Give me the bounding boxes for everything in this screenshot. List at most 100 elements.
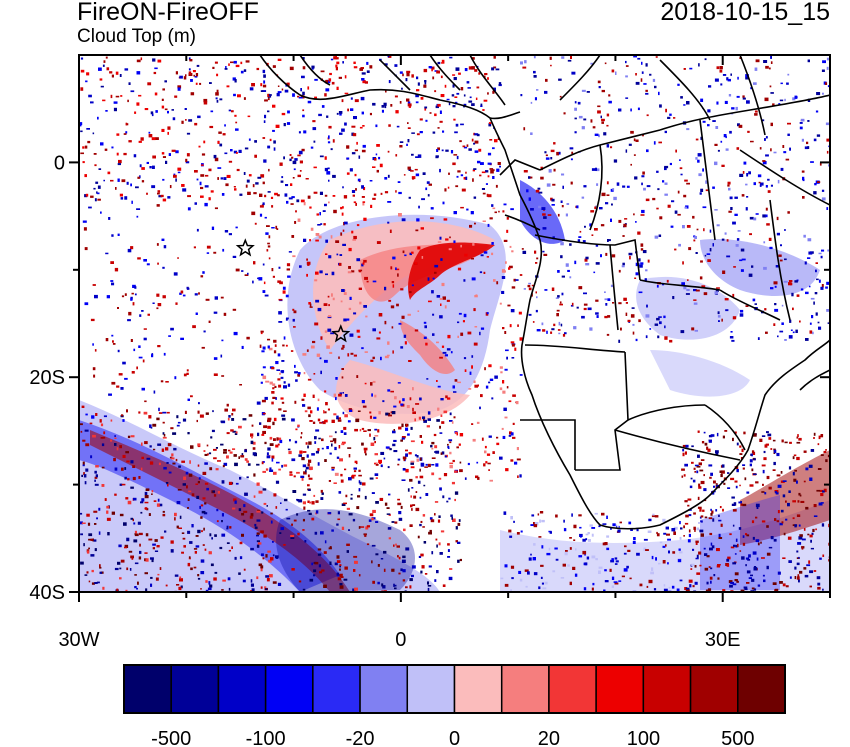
speckle [803,480,806,483]
speckle [362,202,365,206]
speckle [764,308,767,311]
speckle [221,520,223,523]
speckle [763,60,768,63]
speckle [378,331,381,334]
speckle [574,573,578,577]
speckle [408,196,411,199]
speckle [703,547,706,550]
speckle [167,483,169,487]
speckle [469,371,472,375]
speckle [664,165,669,169]
speckle [818,252,822,255]
speckle [298,454,302,457]
speckle [491,67,495,71]
speckle [338,417,341,420]
speckle [126,460,130,463]
speckle [275,397,277,400]
speckle [232,448,236,450]
speckle [383,568,386,572]
speckle [165,160,168,164]
speckle [455,431,458,435]
speckle [239,193,243,196]
speckle [708,439,712,443]
speckle [247,191,251,195]
speckle [506,356,508,360]
speckle [505,468,509,472]
speckle [334,562,338,566]
speckle [245,60,250,63]
speckle [562,185,564,189]
speckle [755,59,760,63]
speckle [820,493,824,497]
speckle [248,138,251,141]
speckle [809,534,813,538]
speckle [622,185,626,188]
speckle [604,62,607,65]
speckle [382,585,386,589]
speckle [346,543,350,546]
speckle [441,59,445,63]
speckle [239,384,242,386]
speckle [394,587,397,590]
speckle [577,101,581,105]
speckle [341,368,344,370]
speckle [762,160,766,162]
speckle [220,443,224,446]
speckle [436,544,438,548]
speckle [456,155,459,160]
speckle [698,63,700,67]
speckle [715,126,719,129]
speckle [748,171,751,175]
speckle [686,288,690,291]
speckle [427,581,429,585]
speckle [731,107,735,110]
speckle [546,330,548,334]
speckle [409,252,412,256]
speckle [468,66,473,70]
speckle [372,356,375,360]
speckle [231,546,233,549]
speckle [754,110,758,113]
speckle [706,555,710,558]
speckle [810,161,814,163]
speckle [445,238,449,241]
speckle [105,338,109,342]
speckle [742,535,745,538]
speckle [150,576,153,579]
speckle [263,281,266,285]
speckle [421,256,424,259]
speckle [336,560,341,563]
speckle [188,68,191,71]
speckle [480,103,483,107]
speckle [187,562,191,567]
speckle [454,498,456,502]
speckle [136,59,141,63]
speckle [452,518,456,522]
speckle [412,407,414,412]
speckle [737,76,739,80]
speckle [181,184,185,187]
speckle [822,588,824,591]
speckle [319,357,322,360]
speckle [730,207,733,210]
speckle [466,81,470,84]
speckle [437,104,441,107]
speckle [203,512,208,515]
speckle [176,501,181,505]
speckle [657,188,660,191]
speckle [473,142,476,145]
speckle [222,248,225,252]
speckle [381,583,384,587]
speckle [611,558,614,562]
speckle [308,459,312,463]
speckle [328,135,330,139]
speckle [477,160,481,164]
speckle [455,185,459,188]
speckle [342,442,345,446]
speckle [228,415,231,418]
speckle [395,154,398,157]
speckle [320,223,323,225]
speckle [705,180,708,184]
speckle [683,68,686,70]
speckle [750,453,753,456]
